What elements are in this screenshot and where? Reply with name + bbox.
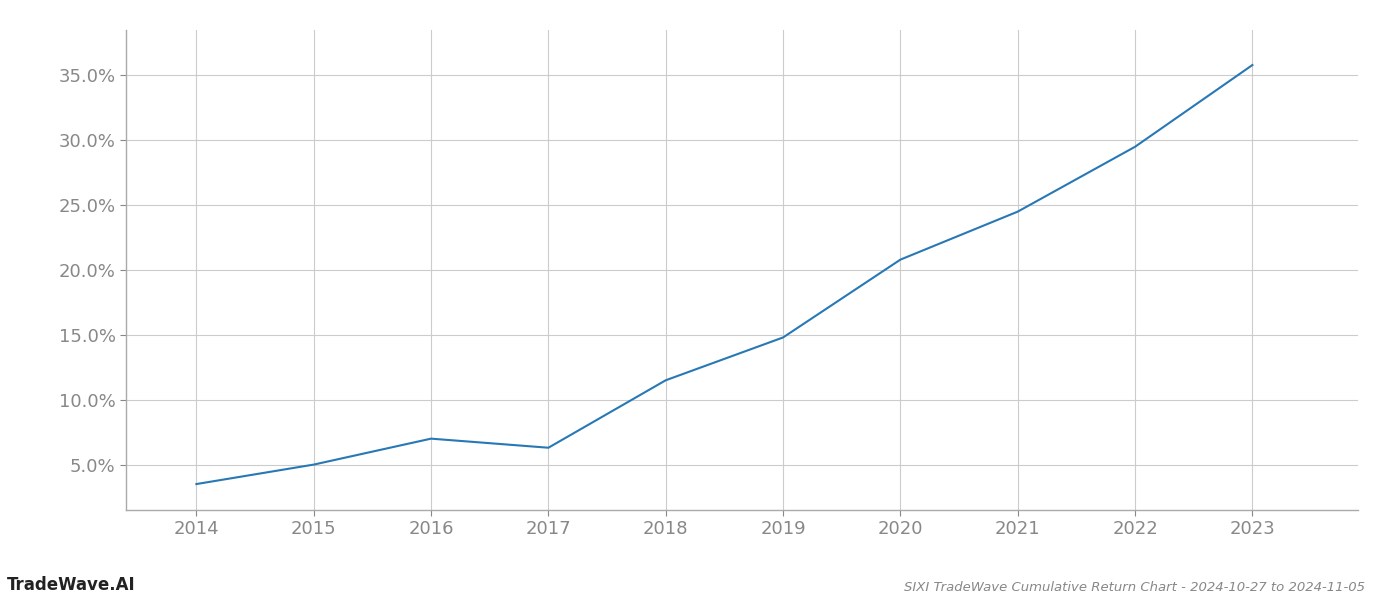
Text: TradeWave.AI: TradeWave.AI xyxy=(7,576,136,594)
Text: SIXI TradeWave Cumulative Return Chart - 2024-10-27 to 2024-11-05: SIXI TradeWave Cumulative Return Chart -… xyxy=(904,581,1365,594)
